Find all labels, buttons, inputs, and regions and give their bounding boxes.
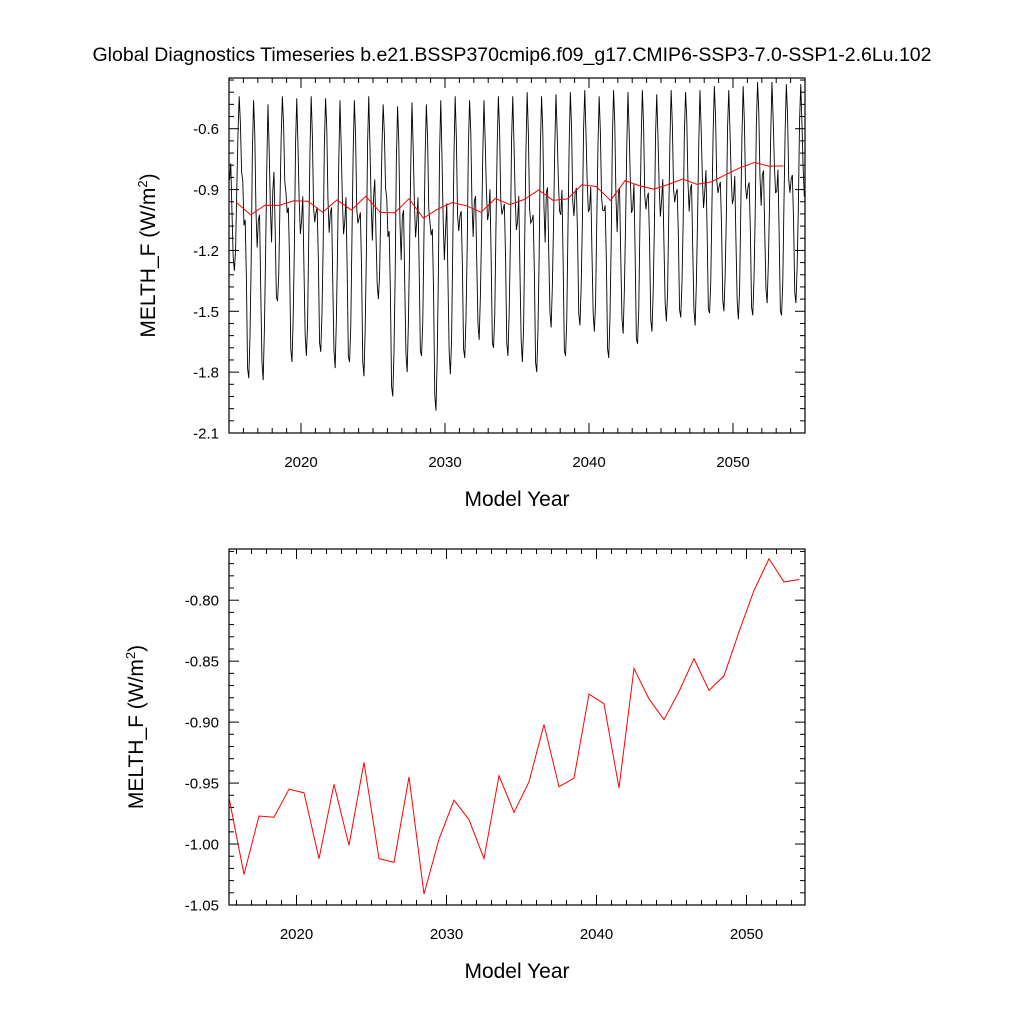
x-axis-title: Model Year — [464, 960, 569, 983]
y-tick-label: -0.85 — [185, 654, 219, 671]
y-tick-label: -0.95 — [185, 776, 219, 793]
y-tick-label: -0.80 — [185, 593, 219, 610]
y-axis-title: MELTH_F (W/m2) — [135, 173, 160, 337]
y-tick-label: -1.00 — [185, 837, 219, 854]
annual-series-line — [229, 557, 800, 895]
page-title: Global Diagnostics Timeseries b.e21.BSSP… — [92, 44, 932, 66]
y-tick-label: -1.2 — [193, 243, 219, 260]
x-tick-label: 2050 — [716, 454, 749, 471]
x-tick-label: 2040 — [572, 454, 605, 471]
plot-frame — [228, 77, 806, 434]
y-tick-label: -0.90 — [185, 715, 219, 732]
x-axis-title: Model Year — [464, 488, 569, 511]
chart-1: 2020 2030 2040 2050 -2.1 -1.8 -1.5 -1.2 -0.9 -0.6… — [135, 77, 806, 511]
monthly-series-line — [229, 82, 805, 411]
x-tick-label: 2020 — [280, 926, 313, 943]
y-tick-label: -0.6 — [193, 121, 219, 138]
y-tick-label: -1.5 — [193, 304, 219, 321]
plot-frame — [228, 548, 806, 906]
y-axis-title: MELTH_F (W/m2) — [123, 645, 148, 809]
y-tick-label: -0.9 — [193, 182, 219, 199]
annual-series-line — [235, 161, 784, 219]
y-tick-label: -1.8 — [193, 365, 219, 382]
x-tick-label: 2030 — [428, 454, 461, 471]
chart-2: 2020 2030 2040 2050 -1.05 -1.00 -0.95 -0.90 -0.8… — [123, 548, 806, 983]
x-tick-label: 2020 — [284, 454, 317, 471]
x-tick-label: 2040 — [580, 926, 613, 943]
x-tick-label: 2050 — [730, 926, 763, 943]
y-tick-label: -1.05 — [185, 898, 219, 915]
x-tick-label: 2030 — [430, 926, 463, 943]
y-tick-label: -2.1 — [193, 426, 219, 443]
